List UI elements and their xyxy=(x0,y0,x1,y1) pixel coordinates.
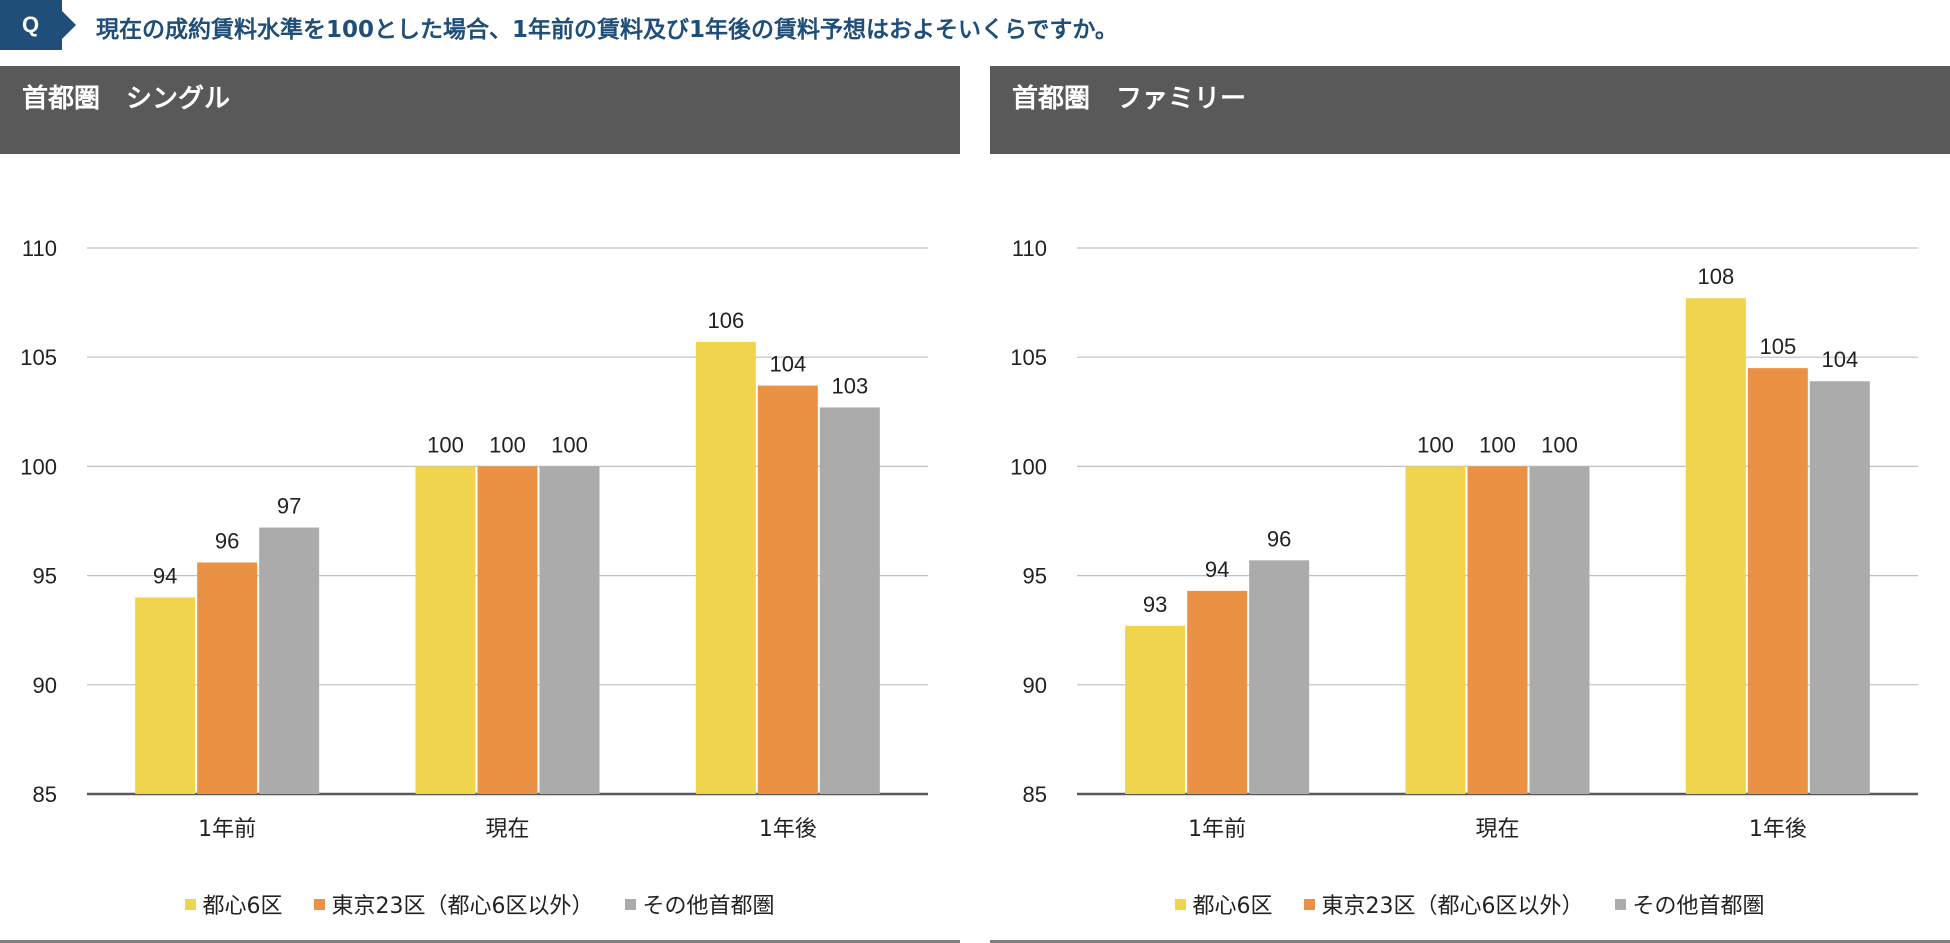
legend-item-other: その他首都圏 xyxy=(1615,888,1765,920)
legend-swatch-other xyxy=(1615,898,1627,910)
y-tick-label: 85 xyxy=(33,782,57,807)
bar-other-year-before xyxy=(259,527,320,794)
bar-central6-year-before xyxy=(135,597,196,794)
legend-swatch-tokyo23 xyxy=(1304,898,1316,910)
y-tick-label: 100 xyxy=(1010,454,1047,479)
data-label: 93 xyxy=(1143,592,1167,617)
chart-legend: 都心6区 東京23区（都心6区以外） その他首都圏 xyxy=(990,888,1950,920)
x-category-label: 現在 xyxy=(485,817,529,842)
chart-title: 首都圏 ファミリー xyxy=(1012,84,1247,114)
chart-legend: 都心6区 東京23区（都心6区以外） その他首都圏 xyxy=(0,888,960,920)
legend-label: 東京23区（都心6区以外） xyxy=(1321,894,1584,919)
data-label: 96 xyxy=(1267,526,1291,551)
bar-other-year-after xyxy=(819,407,880,794)
y-tick-label: 100 xyxy=(20,454,57,479)
legend-swatch-other xyxy=(625,898,637,910)
data-label: 104 xyxy=(1821,347,1858,372)
data-label: 97 xyxy=(277,494,301,519)
legend-item-tokyo23: 東京23区（都心6区以外） xyxy=(314,888,593,920)
x-category-label: 1年後 xyxy=(759,817,817,842)
y-tick-label: 105 xyxy=(20,345,57,370)
data-label: 100 xyxy=(489,432,526,457)
legend-label: その他首都圏 xyxy=(1632,894,1765,919)
x-category-label: 1年前 xyxy=(198,817,256,842)
bar-central6-year-after xyxy=(695,341,756,794)
bar-tokyo23-now xyxy=(1467,466,1528,794)
bar-tokyo23-now xyxy=(477,466,538,794)
legend-item-central6: 都心6区 xyxy=(185,888,282,920)
bar-chart-single: 85 90 95 100 105 110 94 96 97 1年前 100 100 100 現在 106 10… xyxy=(20,236,928,842)
y-tick-label: 95 xyxy=(33,564,57,589)
bar-tokyo23-year-before xyxy=(197,562,258,794)
x-category-label: 1年後 xyxy=(1749,817,1807,842)
data-label: 104 xyxy=(769,352,806,377)
legend-label: 東京23区（都心6区以外） xyxy=(331,894,594,919)
y-tick-label: 90 xyxy=(33,673,57,698)
data-label: 106 xyxy=(707,308,744,333)
bar-other-year-before xyxy=(1249,560,1310,794)
legend-label: その他首都圏 xyxy=(642,894,775,919)
data-label: 94 xyxy=(1205,557,1229,582)
legend-swatch-tokyo23 xyxy=(314,898,326,910)
legend-swatch-central6 xyxy=(185,898,197,910)
legend-item-central6: 都心6区 xyxy=(1175,888,1272,920)
y-tick-label: 95 xyxy=(1023,564,1047,589)
chart-title: 首都圏 シングル xyxy=(22,84,231,114)
bar-other-year-after xyxy=(1809,381,1870,794)
x-category-label: 現在 xyxy=(1475,817,1519,842)
data-label: 100 xyxy=(1417,432,1454,457)
bar-other-now xyxy=(1529,466,1590,794)
legend-swatch-central6 xyxy=(1175,898,1187,910)
bar-central6-year-before xyxy=(1125,625,1186,794)
legend-label: 都心6区 xyxy=(1192,894,1273,919)
chart-panel-single: 首都圏 シングル 85 90 95 100 105 110 94 96 97 1年前 100 100 1… xyxy=(0,66,960,943)
y-tick-label: 85 xyxy=(1023,782,1047,807)
bar-chart-family: 85 90 95 100 105 110 93 94 96 1年前 100 100 100 現在 108 10… xyxy=(1010,236,1918,842)
y-tick-label: 110 xyxy=(1012,236,1047,261)
question-badge: Q xyxy=(0,0,76,50)
data-label: 94 xyxy=(153,563,177,588)
legend-item-other: その他首都圏 xyxy=(625,888,775,920)
data-label: 105 xyxy=(1759,334,1796,359)
x-category-label: 1年前 xyxy=(1188,817,1246,842)
y-tick-label: 105 xyxy=(1010,345,1047,370)
y-tick-label: 90 xyxy=(1023,673,1047,698)
question-text: 現在の成約賃料水準を100とした場合、1年前の賃料及び1年後の賃料予想はおよそい… xyxy=(96,17,1118,43)
panel-header: 首都圏 ファミリー xyxy=(990,66,1950,154)
chart-panel-family: 首都圏 ファミリー 85 90 95 100 105 110 93 94 96 1年前 100 100… xyxy=(990,66,1950,943)
data-label: 100 xyxy=(427,432,464,457)
bar-other-now xyxy=(539,466,600,794)
legend-label: 都心6区 xyxy=(202,894,283,919)
panel-bottom-rule xyxy=(990,940,1950,943)
y-tick-label: 110 xyxy=(22,236,57,261)
panel-header: 首都圏 シングル xyxy=(0,66,960,154)
bar-tokyo23-year-after xyxy=(1747,368,1808,794)
bar-tokyo23-year-after xyxy=(757,385,818,794)
bar-tokyo23-year-before xyxy=(1187,590,1248,794)
legend-item-tokyo23: 東京23区（都心6区以外） xyxy=(1304,888,1583,920)
panel-bottom-rule xyxy=(0,940,960,943)
data-label: 100 xyxy=(1479,432,1516,457)
data-label: 100 xyxy=(551,432,588,457)
bar-central6-year-after xyxy=(1685,298,1746,794)
data-label: 108 xyxy=(1697,264,1734,289)
bar-central6-now xyxy=(415,466,476,794)
bar-central6-now xyxy=(1405,466,1466,794)
data-label: 96 xyxy=(215,528,239,553)
data-label: 103 xyxy=(831,373,868,398)
data-label: 100 xyxy=(1541,432,1578,457)
question-bar: Q 現在の成約賃料水準を100とした場合、1年前の賃料及び1年後の賃料予想はおよ… xyxy=(0,0,1950,52)
